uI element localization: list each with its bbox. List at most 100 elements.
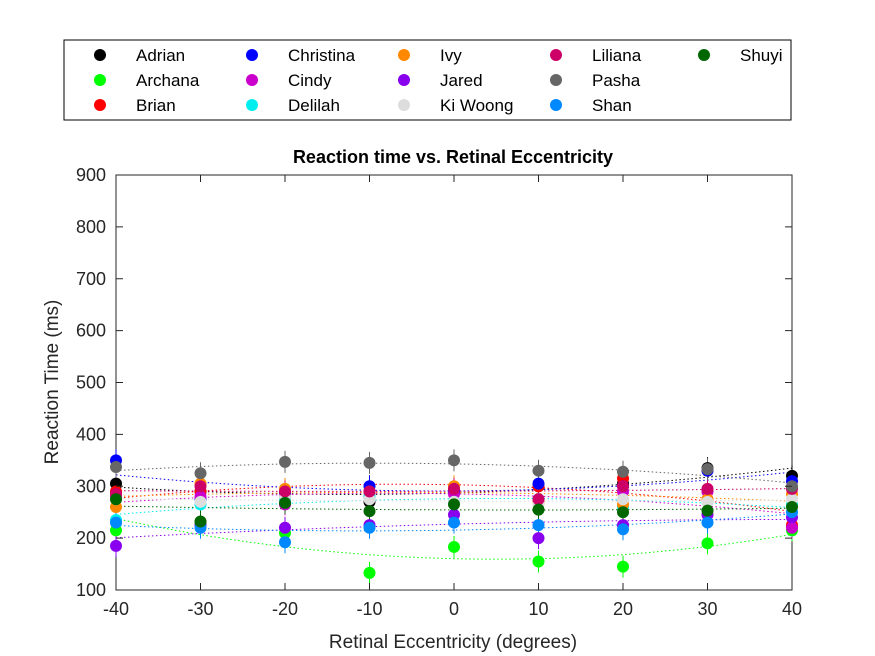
point-jared (279, 521, 291, 534)
point-pasha (448, 454, 460, 467)
point-pasha (279, 455, 291, 468)
legend-marker-archana (94, 74, 106, 86)
legend-label-cindy: Cindy (288, 71, 332, 90)
legend-marker-brian (94, 99, 106, 111)
point-liliana (532, 493, 545, 506)
point-liliana (617, 480, 629, 493)
legend-label-ki-woong: Ki Woong (440, 96, 513, 115)
point-liliana (194, 480, 207, 493)
point-shuyi (194, 515, 207, 528)
y-tick-label: 900 (76, 165, 106, 185)
point-pasha (194, 467, 207, 480)
point-archana (617, 560, 629, 573)
legend-box (63, 39, 792, 121)
point-shan (110, 516, 122, 529)
legend-label-brian: Brian (136, 96, 176, 115)
y-tick-label: 300 (76, 476, 106, 496)
legend: Adrian Archana Brian Christina Cindy Delilah I… (94, 46, 783, 115)
legend-marker-cindy (246, 74, 258, 86)
x-tick-label: 10 (528, 599, 548, 619)
point-shuyi (701, 504, 714, 517)
legend-label-shan: Shan (592, 96, 632, 115)
legend-label-jared: Jared (440, 71, 483, 90)
fit-line-archana (115, 518, 793, 560)
point-pasha (617, 465, 629, 478)
fit-line-delilah (115, 498, 793, 515)
y-axis-label: Reaction Time (ms) (42, 300, 63, 465)
point-shuyi (448, 498, 460, 511)
fit-line-shan (115, 513, 793, 532)
point-ki-woong (701, 495, 714, 508)
point-liliana (363, 485, 376, 498)
x-tick-label: 0 (449, 599, 459, 619)
point-archana (532, 555, 545, 568)
fit-line-jared (115, 519, 792, 539)
x-tick-label: -10 (356, 599, 382, 619)
point-shan (363, 521, 376, 534)
y-tick-label: 700 (76, 269, 106, 289)
legend-marker-shan (550, 99, 562, 111)
chart-title: Reaction time vs. Retinal Eccentricity (293, 147, 613, 167)
y-tick-label: 400 (76, 424, 106, 444)
fit-line-liliana (115, 488, 793, 492)
fit-line-cindy (115, 492, 793, 515)
legend-label-liliana: Liliana (592, 46, 642, 65)
point-cindy (786, 521, 798, 534)
y-tick-label: 500 (76, 373, 106, 393)
point-archana (448, 540, 460, 553)
legend-label-delilah: Delilah (288, 96, 340, 115)
fit-line-ivy (115, 491, 793, 502)
y-tick-label: 600 (76, 321, 106, 341)
point-liliana (448, 482, 460, 495)
legend-label-archana: Archana (136, 71, 200, 90)
fit-line-brian (115, 483, 793, 512)
data-points (110, 454, 798, 579)
legend-marker-ki-woong (398, 99, 410, 111)
point-pasha (532, 464, 545, 477)
legend-label-shuyi: Shuyi (740, 46, 783, 65)
fit-line-adrian (115, 467, 793, 495)
legend-marker-shuyi (698, 49, 710, 61)
point-pasha (110, 461, 122, 474)
legend-marker-christina (246, 49, 258, 61)
x-tick-label: -30 (187, 599, 213, 619)
axis-ticks: -40 -30 -20 -10 0 10 20 30 40 100 200 300 400 500 600 7… (76, 165, 802, 619)
legend-label-adrian: Adrian (136, 46, 185, 65)
legend-marker-ivy (398, 49, 410, 61)
point-christina (532, 477, 545, 490)
legend-label-christina: Christina (288, 46, 356, 65)
x-tick-label: 40 (782, 599, 802, 619)
point-jared (110, 539, 122, 552)
fit-line-ki-woong (115, 498, 793, 502)
legend-label-pasha: Pasha (592, 71, 641, 90)
x-tick-label: -40 (103, 599, 129, 619)
point-pasha (701, 463, 714, 476)
point-ki-woong (617, 493, 629, 506)
x-tick-label: -20 (272, 599, 298, 619)
x-tick-label: 20 (613, 599, 633, 619)
point-shuyi (110, 493, 122, 506)
point-shuyi (532, 503, 545, 516)
point-shan (532, 519, 545, 532)
fit-lines (115, 462, 793, 560)
point-shuyi (617, 506, 629, 519)
y-tick-label: 200 (76, 528, 106, 548)
fit-line-shuyi (115, 505, 793, 511)
fit-line-christina (115, 471, 793, 492)
legend-marker-delilah (246, 99, 258, 111)
legend-marker-liliana (550, 49, 562, 61)
x-axis-label: Retinal Eccentricity (degrees) (329, 632, 577, 653)
point-shuyi (786, 501, 798, 513)
point-liliana (701, 482, 714, 495)
point-shuyi (279, 496, 291, 509)
y-tick-label: 800 (76, 217, 106, 237)
y-tick-label: 100 (76, 580, 106, 600)
point-shan (617, 523, 629, 536)
point-archana (701, 537, 714, 550)
point-jared (532, 532, 545, 545)
point-shan (701, 516, 714, 529)
point-pasha (363, 456, 376, 469)
point-archana (363, 566, 376, 579)
x-tick-label: 30 (697, 599, 717, 619)
